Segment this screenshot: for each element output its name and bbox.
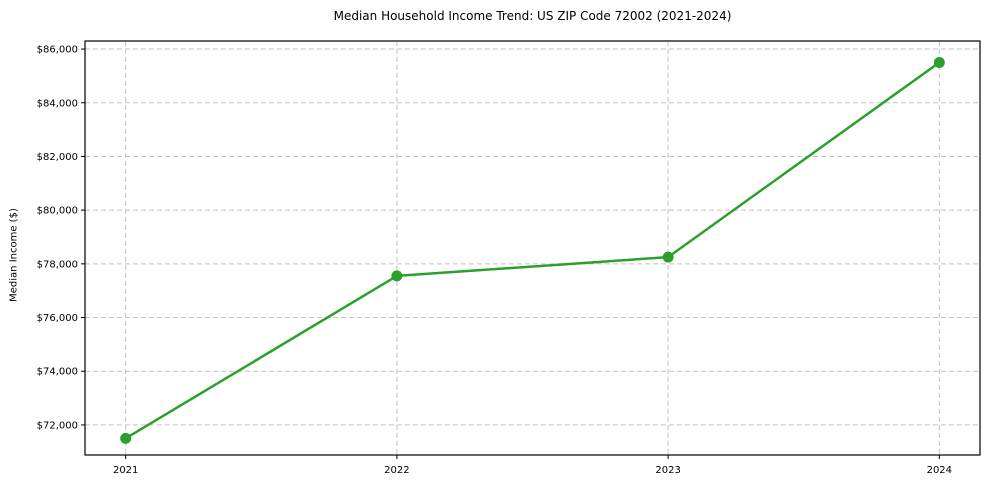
y-tick-label: $80,000 — [37, 206, 78, 217]
y-tick-label: $82,000 — [37, 152, 78, 163]
data-point — [662, 251, 674, 263]
chart-title: Median Household Income Trend: US ZIP Co… — [333, 9, 732, 23]
y-tick-label: $76,000 — [37, 313, 78, 324]
data-point — [933, 56, 945, 68]
y-tick-label: $74,000 — [37, 367, 78, 378]
y-tick-label: $72,000 — [37, 420, 78, 431]
x-tick-label: 2021 — [113, 465, 138, 476]
data-point — [391, 270, 403, 282]
y-tick-label: $86,000 — [37, 45, 78, 56]
axes-frame — [84, 40, 981, 456]
data-point — [120, 432, 132, 444]
y-tick-label: $78,000 — [37, 259, 78, 270]
x-tick-label: 2022 — [384, 465, 409, 476]
x-tick-label: 2023 — [655, 465, 680, 476]
trend-line — [124, 61, 941, 440]
y-tick-label: $84,000 — [37, 98, 78, 109]
x-tick-label: 2024 — [927, 465, 952, 476]
